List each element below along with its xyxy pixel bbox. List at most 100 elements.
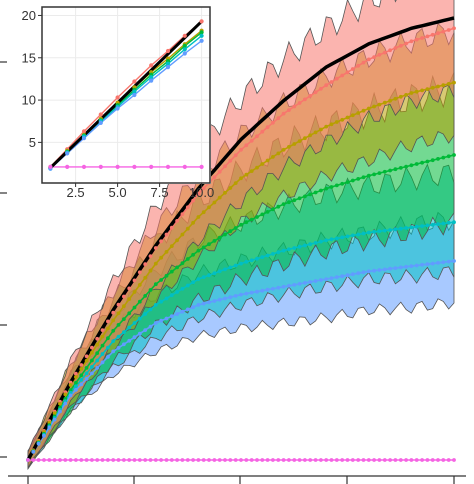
point-series-6	[159, 458, 164, 462]
point-series-4	[169, 293, 174, 298]
point-series-4	[281, 248, 286, 253]
inset-point-series-6	[65, 164, 70, 169]
inset-y-tick-label: 15	[22, 50, 36, 65]
point-series-1	[324, 83, 329, 88]
point-series-6	[249, 458, 254, 462]
point-series-3	[345, 180, 350, 185]
point-series-3	[191, 252, 196, 257]
inset-point-series-4	[182, 47, 187, 52]
point-series-3	[340, 181, 345, 186]
point-series-2	[319, 127, 323, 132]
inset-y-tick-label: 5	[29, 135, 36, 150]
point-series-5	[372, 268, 376, 273]
point-series-6	[271, 458, 275, 462]
point-series-6	[436, 458, 440, 462]
point-series-5	[398, 265, 403, 270]
point-series-1	[191, 198, 196, 203]
point-series-2	[382, 100, 387, 105]
point-series-1	[201, 186, 206, 191]
point-series-4	[303, 243, 307, 248]
main-axes	[0, 61, 466, 484]
point-series-4	[207, 273, 211, 278]
point-series-1	[265, 125, 270, 130]
point-series-4	[106, 345, 110, 350]
point-series-3	[350, 178, 355, 183]
point-series-2	[132, 290, 137, 294]
point-series-5	[223, 296, 227, 301]
point-series-2	[143, 275, 148, 280]
point-series-3	[137, 299, 142, 304]
point-series-2	[345, 115, 350, 120]
point-series-4	[132, 321, 137, 325]
point-series-3	[356, 177, 361, 181]
point-series-1	[292, 104, 297, 109]
point-series-3	[388, 168, 392, 173]
point-series-2	[84, 358, 89, 363]
point-series-1	[137, 270, 142, 275]
point-series-4	[345, 234, 350, 239]
point-series-1	[169, 225, 174, 230]
point-series-3	[249, 217, 254, 222]
point-series-5	[382, 267, 387, 272]
point-series-4	[265, 253, 270, 258]
point-series-2	[441, 83, 446, 88]
point-series-2	[90, 350, 94, 355]
point-series-5	[446, 259, 451, 264]
point-series-5	[404, 264, 408, 269]
point-series-5	[31, 450, 36, 454]
inset-y-tick-label: 10	[22, 93, 36, 108]
point-series-4	[393, 227, 398, 232]
point-series-2	[79, 367, 84, 371]
point-series-1	[404, 41, 408, 46]
point-series-6	[84, 458, 89, 462]
point-series-2	[420, 88, 424, 93]
point-series-3	[414, 162, 419, 166]
point-series-6	[356, 458, 361, 462]
point-series-1	[100, 328, 105, 332]
inset-points	[48, 19, 204, 171]
point-series-4	[79, 378, 84, 382]
point-series-6	[153, 458, 158, 462]
point-series-5	[185, 307, 190, 312]
point-series-2	[100, 334, 105, 339]
point-series-6	[292, 458, 297, 462]
inset-point-series-6	[149, 164, 154, 169]
point-series-2	[169, 244, 174, 249]
point-series-6	[239, 458, 243, 462]
point-series-3	[244, 220, 249, 225]
point-series-4	[228, 265, 233, 270]
point-series-5	[356, 271, 361, 276]
point-series-2	[127, 297, 132, 301]
point-series-2	[233, 181, 238, 186]
point-series-4	[388, 228, 392, 232]
point-series-6	[223, 458, 227, 462]
point-series-5	[361, 270, 366, 275]
point-series-2	[223, 190, 227, 195]
inset-axes: 2.5 5.0 7.5 10.0 5 10 15 20	[22, 8, 215, 200]
point-series-6	[319, 458, 323, 462]
point-series-2	[255, 165, 259, 170]
point-series-3	[324, 186, 329, 191]
point-series-6	[233, 458, 238, 462]
point-series-6	[90, 458, 94, 462]
point-series-1	[382, 50, 387, 55]
inset-point-series-6	[98, 164, 103, 169]
point-series-1	[79, 363, 84, 367]
point-series-3	[148, 288, 153, 292]
point-series-2	[106, 326, 110, 331]
point-series-5	[425, 262, 430, 267]
point-series-3	[430, 158, 435, 163]
point-series-5	[79, 382, 84, 387]
inset-point-series-4	[149, 75, 154, 80]
point-series-3	[366, 173, 371, 178]
point-series-5	[164, 316, 169, 321]
point-series-1	[319, 86, 323, 91]
point-series-3	[441, 155, 446, 160]
point-series-4	[100, 352, 105, 356]
inset-frame	[41, 6, 211, 184]
point-series-5	[153, 321, 158, 325]
point-series-1	[132, 278, 137, 283]
point-series-2	[334, 120, 339, 124]
point-series-6	[255, 458, 259, 462]
point-series-1	[356, 63, 361, 68]
